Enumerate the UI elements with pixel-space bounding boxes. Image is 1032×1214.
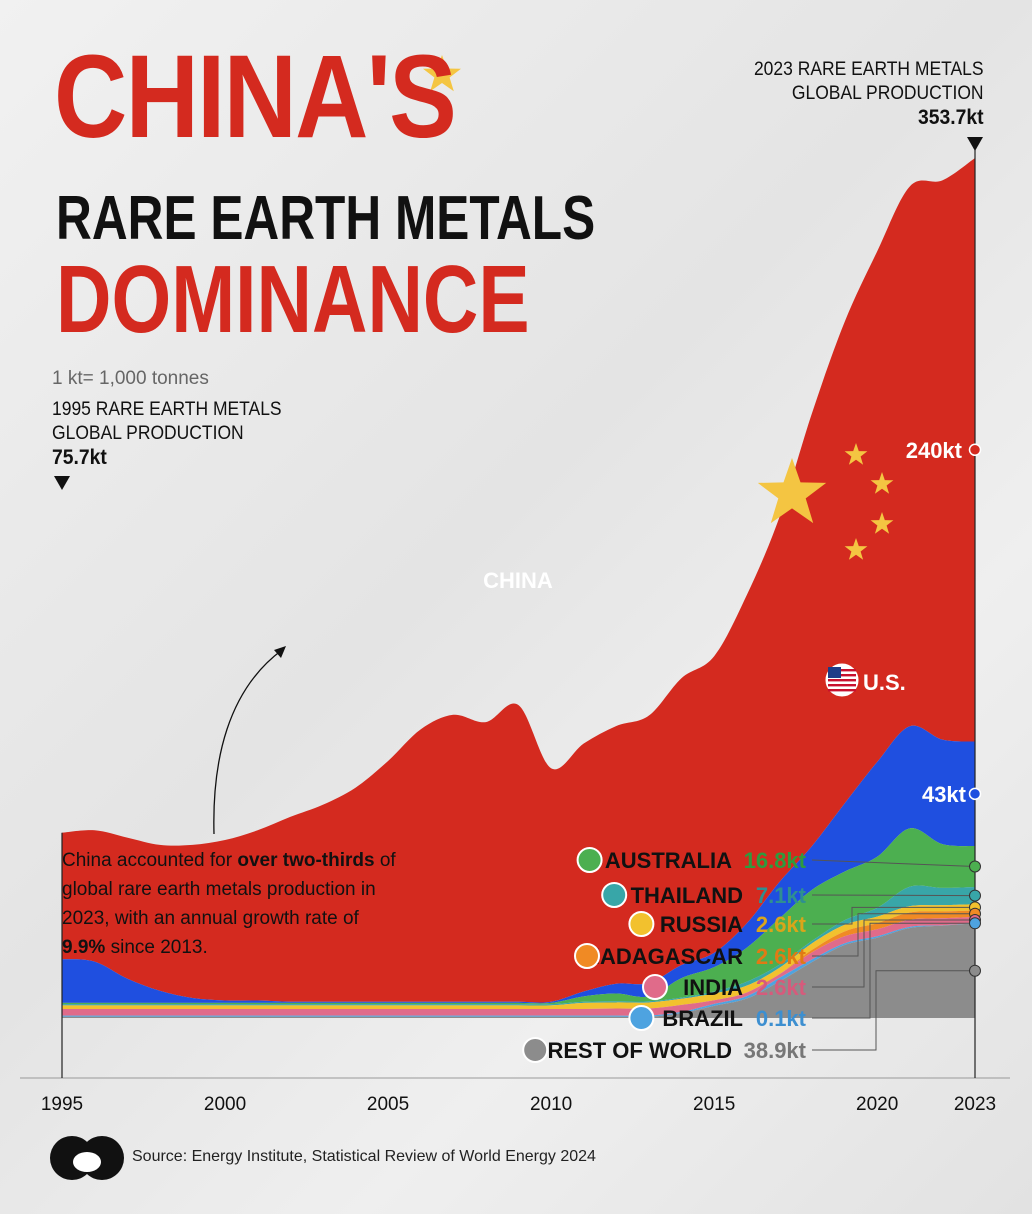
us-flag-stripe (828, 679, 856, 682)
annotation-arrowhead (274, 646, 286, 658)
end-dot-brazil (969, 917, 981, 930)
connector-russia (812, 906, 975, 925)
connector-madagascar (812, 913, 975, 957)
source-note: Source: Energy Institute, Statistical Re… (132, 1148, 596, 1165)
china-share-annotation: China accounted for over two-thirds of g… (62, 850, 396, 958)
flag-russia-icon (628, 911, 655, 937)
connector-rest-of-world (812, 970, 975, 1051)
label-madagascar: MADAGASCAR (582, 944, 743, 969)
start-marker-arrow (54, 476, 70, 490)
label-australia: AUSTRALIA (605, 848, 732, 873)
label-brazil: BRAZIL (662, 1006, 743, 1031)
connector-thailand (811, 894, 976, 897)
china-end-value: 240kt (906, 438, 963, 463)
x-tick-2010: 2010 (530, 1094, 572, 1115)
china-end-dot (968, 443, 982, 457)
start-label-line2: GLOBAL PRODUCTION (52, 423, 244, 444)
area-rest-of-world (62, 923, 975, 1018)
flag-brazil-icon (628, 1005, 655, 1031)
us-flag-stripe (828, 689, 856, 692)
area-china (62, 158, 975, 1003)
label-russia: RUSSIA (660, 912, 743, 937)
value-thailand: 7.1kt (756, 883, 807, 908)
flag-madagascar-icon (574, 943, 600, 969)
start-label-value: 75.7kt (52, 446, 107, 469)
us-flag-stripe (828, 684, 856, 687)
label-rest-of-world: REST OF WORLD (547, 1038, 732, 1063)
value-russia: 2.6kt (756, 912, 807, 937)
label-thailand: THAILAND (631, 883, 743, 908)
us-end-dot (968, 787, 982, 801)
label-india: INDIA (683, 975, 743, 1000)
end-production-label: 2023 RARE EARTH METALS GLOBAL PRODUCTION… (754, 58, 984, 130)
end-marker-arrow (967, 137, 983, 151)
value-madagascar: 2.6kt (756, 944, 807, 969)
value-india: 2.6kt (756, 975, 807, 1000)
china-flag-small-star-icon (870, 472, 894, 494)
connector-australia (811, 859, 976, 868)
x-tick-2005: 2005 (367, 1094, 409, 1115)
x-tick-2000: 2000 (204, 1094, 246, 1115)
us-flag-canton (828, 667, 841, 678)
us-flag-stripe (828, 674, 856, 677)
china-flag-small-star-icon (844, 443, 868, 465)
x-tick-1995: 1995 (41, 1094, 83, 1115)
start-label-line1: 1995 RARE EARTH METALS (52, 399, 282, 420)
flag-thailand-icon (601, 882, 628, 908)
value-rest-of-world: 38.9kt (744, 1038, 807, 1063)
china-flag-small-star-icon (844, 538, 868, 560)
end-dot-rest-of-world (969, 964, 981, 977)
title-dominance: DOMINANCE (56, 246, 530, 353)
end-label-line2: GLOBAL PRODUCTION (792, 83, 984, 104)
china-flag-small-star-icon (870, 512, 894, 534)
value-brazil: 0.1kt (756, 1006, 807, 1031)
end-dot-thailand (969, 889, 981, 902)
x-tick-2015: 2015 (693, 1094, 735, 1115)
globe-icon (522, 1037, 549, 1063)
connector-brazil (812, 922, 975, 1019)
annotation-arrow (213, 649, 283, 835)
area-india (62, 916, 975, 1016)
flag-india-icon (642, 974, 668, 1000)
end-dot-australia (969, 860, 981, 873)
area-u-s- (62, 725, 975, 1004)
title-rare-earth-metals: RARE EARTH METALS (56, 184, 596, 253)
title-star-icon (423, 55, 461, 92)
area-russia (62, 904, 975, 1010)
area-australia (62, 828, 975, 1005)
us-flag-stripe (828, 669, 856, 672)
us-area-label: U.S. (863, 670, 906, 695)
china-flag-big-star-icon (757, 458, 827, 524)
binoculars-logo-center (73, 1152, 101, 1172)
x-tick-2023: 2023 (954, 1094, 996, 1115)
x-tick-2020: 2020 (856, 1094, 898, 1115)
start-production-label: 1995 RARE EARTH METALS GLOBAL PRODUCTION… (52, 398, 282, 470)
china-area-label: CHINA (483, 568, 553, 593)
end-label-value: 353.7kt (918, 106, 984, 129)
title-china: CHINA'S (54, 31, 457, 163)
value-australia: 16.8kt (744, 848, 807, 873)
connector-india (812, 919, 975, 988)
end-label-line1: 2023 RARE EARTH METALS (754, 59, 984, 80)
flag-australia-icon (576, 847, 603, 873)
us-end-value: 43kt (922, 782, 967, 807)
unit-note: 1 kt= 1,000 tonnes (52, 368, 209, 389)
